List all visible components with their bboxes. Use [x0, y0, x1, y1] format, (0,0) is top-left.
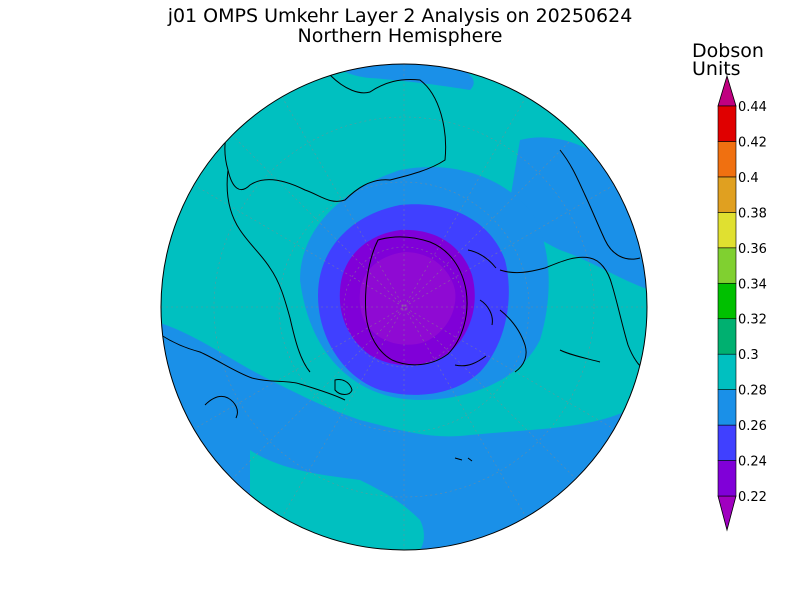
- map-subtitle: Northern Hemisphere: [298, 25, 503, 47]
- colorbar-segment: [717, 176, 737, 213]
- colorbar-unit-line2: Units: [692, 58, 741, 80]
- coastline-canada-islands: [454, 249, 497, 367]
- coastline-europe: [226, 169, 311, 373]
- coastline-alaska: [559, 149, 641, 260]
- colorbar-tick-label: 0.26: [738, 419, 767, 434]
- globe-outline: [160, 63, 648, 551]
- coastline-hawaii: [454, 457, 473, 462]
- coastline-japan: [204, 395, 238, 419]
- colorbar-tick-label: 0.32: [738, 313, 767, 328]
- colorbar-high-arrow: [717, 74, 737, 107]
- colorbar-segment: [717, 141, 737, 178]
- coastline-asia-east: [161, 324, 346, 401]
- coastline-north-america: [499, 256, 647, 373]
- graticule: [161, 64, 647, 550]
- colorbar-segment: [717, 212, 737, 249]
- colorbar-unit-line1: Dobson: [692, 40, 764, 62]
- contour-region-lowest-inner: [359, 252, 456, 345]
- colorbar-segment: [717, 105, 737, 142]
- coastlines: [161, 74, 647, 462]
- colorbar-segment: [717, 247, 737, 284]
- coastline-aleutian: [559, 349, 601, 363]
- coastline-hudson: [499, 309, 527, 373]
- colorbar-tick-label: 0.34: [738, 277, 767, 292]
- colorbar-tick-label: 0.3: [738, 348, 759, 363]
- colorbar-tick-label: 0.28: [738, 384, 767, 399]
- colorbar-segment: [717, 424, 737, 461]
- map-title: j01 OMPS Umkehr Layer 2 Analysis on 2025…: [167, 5, 633, 27]
- colorbar-tick-label: 0.38: [738, 206, 767, 221]
- polar-map: [161, 64, 647, 550]
- colorbar-tick-label: 0.36: [738, 242, 767, 257]
- colorbar-segment: [717, 460, 737, 497]
- colorbar-tick-label: 0.22: [738, 490, 767, 505]
- colorbar-tick-label: 0.4: [738, 171, 759, 186]
- coastline-iceland: [334, 379, 353, 395]
- contour-region-low-north: [330, 64, 474, 90]
- colorbar-tick-label: 0.24: [738, 455, 767, 470]
- colorbar-segment: [717, 389, 737, 426]
- colorbar-tick-label: 0.44: [738, 100, 767, 115]
- colorbar: Dobson Units 0.22 0.24 0.26 0.28 0.3 0.32 0.34…: [692, 40, 767, 532]
- colorbar-tick-label: 0.42: [738, 135, 767, 150]
- colorbar-segment: [717, 353, 737, 390]
- colorbar-segment: [717, 318, 737, 355]
- colorbar-segment: [717, 282, 737, 320]
- coastline-eurasia-north: [224, 74, 447, 202]
- colorbar-low-arrow: [717, 495, 737, 532]
- coastline-greenland: [365, 236, 468, 366]
